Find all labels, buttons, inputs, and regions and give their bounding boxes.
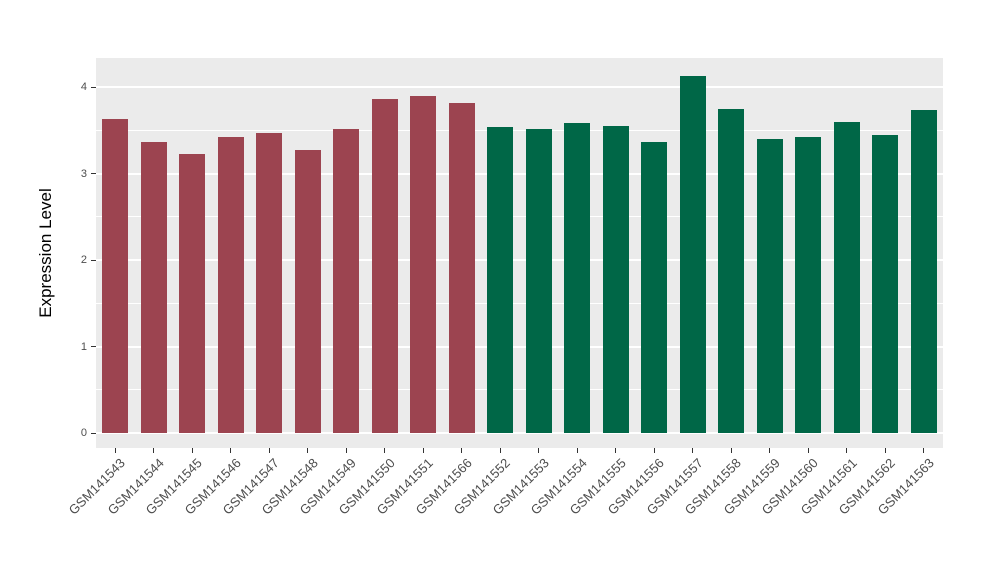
y-tick-mark [91, 86, 96, 88]
gridline-minor [96, 216, 943, 218]
x-tick-mark [499, 448, 501, 453]
gridline-minor [96, 302, 943, 304]
y-tick-mark [91, 432, 96, 434]
gridline-major [96, 172, 943, 175]
x-tick-mark [615, 448, 617, 453]
bar-GSM141551 [410, 95, 437, 433]
x-tick-mark [461, 448, 463, 453]
y-tick-label: 0 [80, 427, 87, 439]
x-tick-mark [230, 448, 232, 453]
bar-GSM141560 [795, 137, 822, 433]
plot-panel [96, 58, 943, 448]
x-tick-mark [653, 448, 655, 453]
bar-GSM141546 [217, 137, 244, 433]
bar-GSM141543 [102, 119, 129, 433]
y-tick-label: 2 [80, 254, 87, 266]
bar-GSM141547 [256, 132, 283, 433]
x-tick-mark [846, 448, 848, 453]
bar-GSM141550 [371, 99, 398, 433]
bar-GSM141562 [872, 134, 899, 433]
bar-GSM141549 [333, 129, 360, 433]
bar-GSM141558 [718, 108, 745, 433]
x-tick-mark [769, 448, 771, 453]
bar-GSM141563 [910, 110, 937, 433]
x-tick-mark [153, 448, 155, 453]
y-tick-label: 4 [80, 81, 87, 93]
gridline-major [96, 86, 943, 88]
bar-GSM141556 [641, 141, 668, 433]
bar-GSM141553 [525, 129, 552, 433]
x-tick-mark [576, 448, 578, 453]
x-tick-mark [884, 448, 886, 453]
y-tick-label: 3 [80, 167, 87, 180]
y-tick-label: 1 [80, 340, 87, 353]
y-tick-mark [91, 259, 96, 261]
bar-GSM141554 [564, 123, 591, 433]
gridline-major [96, 345, 943, 348]
gridline-minor [96, 389, 943, 391]
x-tick-mark [384, 448, 386, 453]
x-tick-mark [730, 448, 732, 453]
y-tick-mark [91, 173, 96, 174]
y-axis-title: Expression Level [36, 188, 55, 318]
bar-GSM141548 [294, 150, 321, 433]
bar-GSM141552 [487, 126, 514, 433]
x-tick-mark [268, 448, 270, 453]
bar-GSM141544 [140, 141, 167, 433]
gridline-major [96, 259, 943, 261]
x-tick-mark [345, 448, 347, 453]
bar-GSM141557 [679, 75, 706, 433]
x-tick-mark [307, 448, 309, 453]
x-tick-mark [422, 448, 424, 453]
x-tick-mark [538, 448, 540, 453]
gridline-major [96, 432, 943, 434]
x-tick-mark [191, 448, 193, 453]
gridline-minor [96, 129, 943, 131]
x-tick-mark [692, 448, 694, 453]
bar-GSM141566 [448, 102, 475, 433]
bar-GSM141545 [179, 154, 206, 433]
x-tick-mark [923, 448, 925, 453]
x-tick-mark [807, 448, 809, 453]
bar-GSM141559 [756, 138, 783, 433]
x-tick-mark [114, 448, 116, 453]
bar-GSM141561 [833, 122, 860, 433]
bar-GSM141555 [602, 125, 629, 433]
y-tick-mark [91, 346, 96, 347]
